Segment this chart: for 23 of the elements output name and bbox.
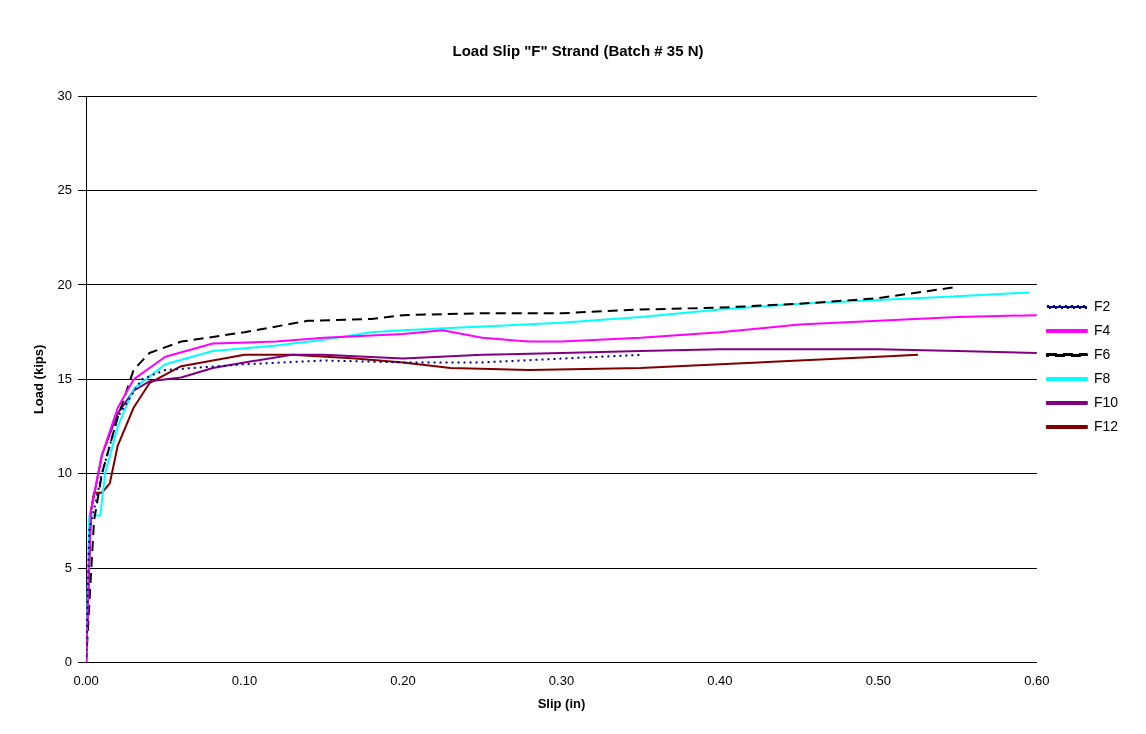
x-tick-label: 0.00 (73, 673, 99, 689)
chart-title: Load Slip "F" Strand (Batch # 35 N) (452, 42, 704, 60)
legend-label: F2 (1093, 297, 1111, 314)
x-tick-label: 0.50 (865, 673, 892, 689)
y-tick-label: 25 (57, 182, 73, 198)
y-tick-label: 20 (57, 276, 73, 292)
y-tick-label: 10 (57, 465, 73, 481)
legend-label: F4 (1093, 321, 1111, 338)
y-axis-title: Load (kips) (31, 344, 47, 415)
legend-label: F12 (1093, 417, 1119, 434)
x-tick-label: 0.10 (231, 673, 258, 689)
legend-label: F6 (1093, 345, 1111, 362)
y-tick-label: 30 (57, 87, 73, 103)
x-tick-label: 0.60 (1024, 673, 1050, 689)
x-tick-label: 0.20 (390, 673, 416, 689)
x-tick-label: 0.40 (707, 673, 733, 689)
x-axis-title: Slip (in) (537, 695, 586, 711)
x-tick-label: 0.30 (548, 673, 575, 689)
legend-label: F8 (1093, 369, 1111, 386)
legend-label: F10 (1093, 393, 1119, 410)
y-tick-label: 5 (64, 559, 73, 575)
y-tick-label: 15 (57, 370, 73, 386)
y-tick-label: 0 (64, 654, 73, 670)
